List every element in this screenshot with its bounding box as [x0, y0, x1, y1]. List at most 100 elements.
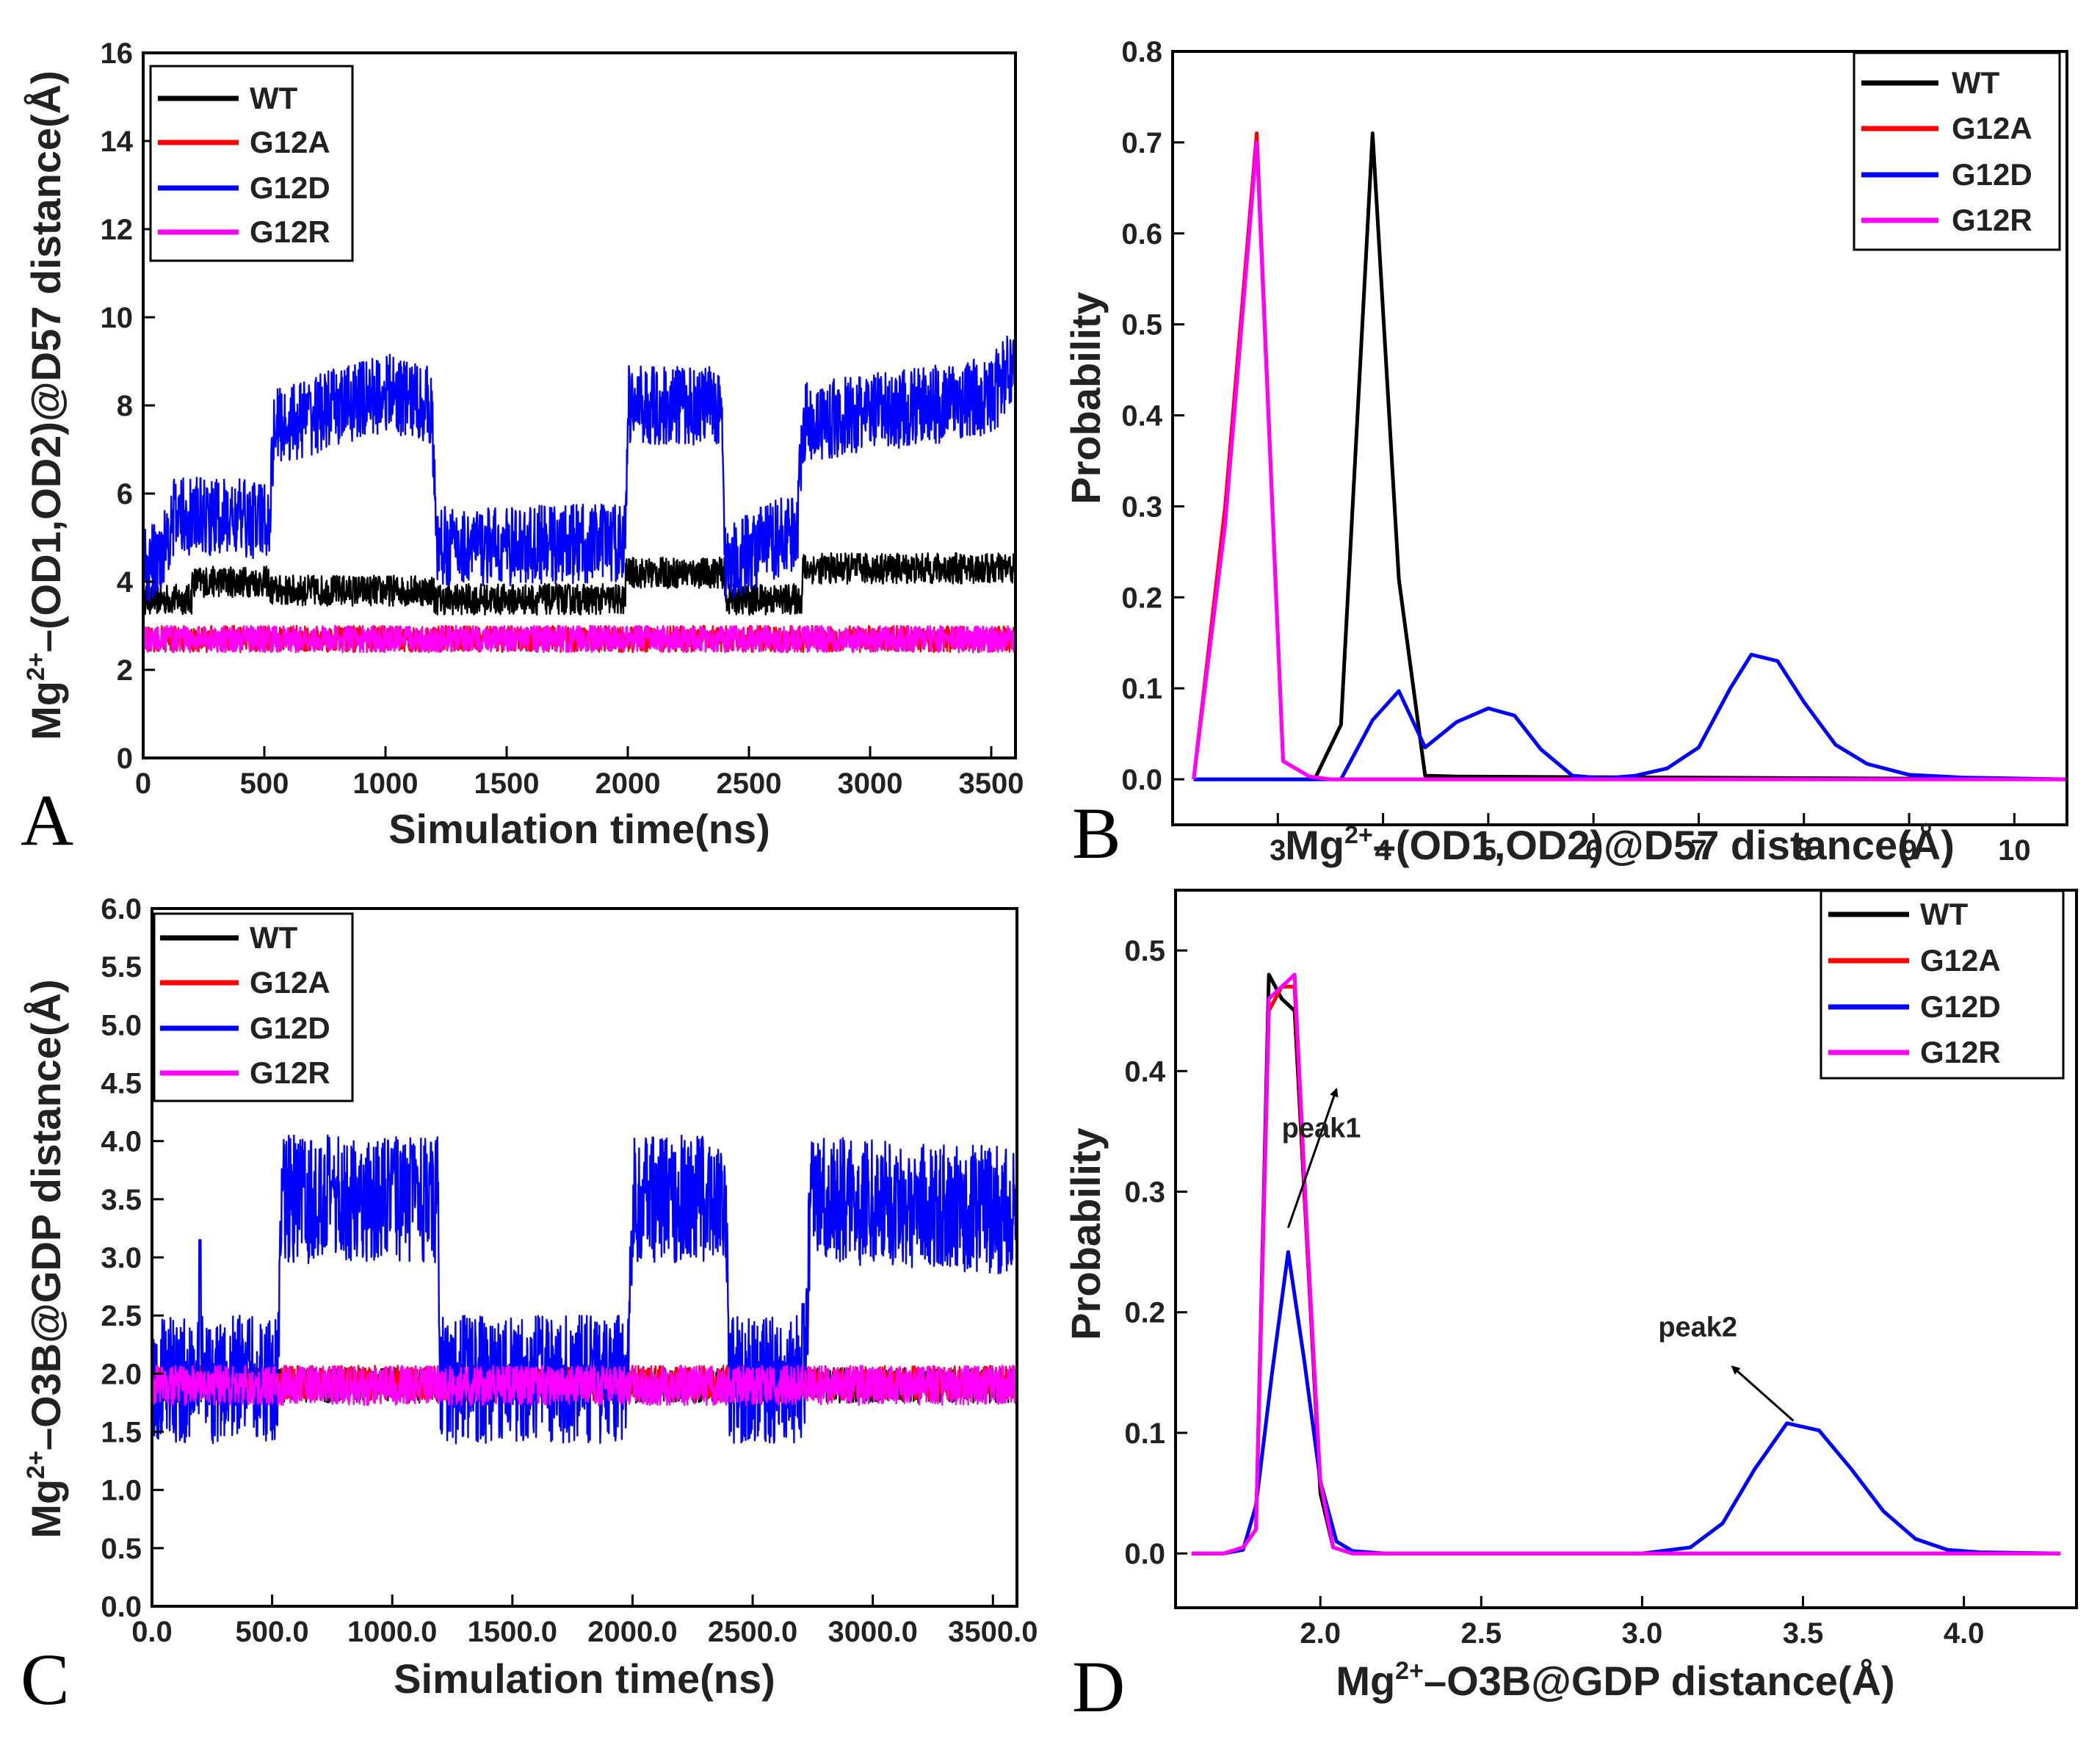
chart-c-ytick-label: 2.0 — [101, 1358, 142, 1390]
chart-c-xtick-label: 500.0 — [236, 1616, 309, 1648]
chart-b-legend: WT G12A G12D G12R — [1853, 51, 2061, 251]
chart-b: 3 4 5 6 7 8 9 10 0.0 0.1 0.2 0.3 0.4 0.5 0.6 0.7 0.8 WT … — [1062, 36, 2068, 874]
chart-d-xtick-label: 4.0 — [1944, 1617, 1985, 1650]
chart-c-ytick-label: 4.5 — [101, 1068, 142, 1100]
chart-d-ticks: 2.0 2.5 3.0 3.5 4.0 0.0 0.1 0.2 0.3 0.4 0.5 — [1124, 935, 1984, 1650]
chart-c-series — [152, 1134, 1017, 1445]
chart-b-xtick-label: 7 — [1690, 834, 1706, 867]
legend-d-g12r-label: G12R — [1920, 1035, 2001, 1069]
chart-a-series — [143, 335, 1015, 654]
annotation-arrow-1 — [1286, 1088, 1339, 1229]
chart-b-series-g12r — [1192, 140, 2067, 781]
chart-c-xlabel: Simulation time(ns) — [394, 1655, 775, 1702]
chart-d-ytick-label: 0.0 — [1124, 1538, 1165, 1570]
chart-d-ytick-label: 0.4 — [1124, 1055, 1165, 1088]
chart-b-xtick-label: 8 — [1796, 834, 1812, 867]
chart-c-ytick-label: 2.5 — [101, 1300, 142, 1332]
chart-b-xtick-label: 9 — [1901, 834, 1917, 867]
chart-d-series — [1191, 972, 2061, 1556]
chart-c-ylabel: Mg2+–O3B@GDP distance(Å) — [22, 979, 69, 1538]
chart-b-ytick-label: 0.5 — [1121, 309, 1162, 342]
legend-a-wt-label: WT — [250, 81, 298, 115]
chart-d-annotations: peak1 peak2 — [1282, 1088, 1795, 1422]
chart-a-xtick-label: 1000 — [353, 768, 419, 800]
chart-b-ytick-label: 0.8 — [1121, 36, 1162, 68]
chart-d-legend: WT G12A G12D G12R — [1820, 889, 2065, 1080]
legend-c-g12a-label: G12A — [250, 965, 330, 1000]
legend-c-g12d-label: G12D — [250, 1011, 330, 1045]
chart-a-xtick-label: 500 — [240, 768, 289, 800]
chart-a-xtick-label: 3500 — [959, 768, 1024, 800]
chart-c-xtick-label: 2500.0 — [708, 1616, 797, 1648]
chart-c-ytick-label: 0.0 — [101, 1591, 142, 1623]
chart-d-ytick-label: 0.5 — [1124, 935, 1165, 967]
legend-c-g12r-label: G12R — [250, 1055, 330, 1090]
chart-c-ytick-label: 3.0 — [101, 1242, 142, 1274]
chart-d-xtick-label: 3.0 — [1622, 1617, 1663, 1650]
legend-a-g12a-label: G12A — [250, 125, 330, 159]
legend-c-wt-label: WT — [250, 920, 298, 955]
chart-c-xtick-label: 0.0 — [131, 1616, 173, 1648]
chart-a-ytick-label: 12 — [101, 214, 134, 246]
chart-b-ytick-label: 0.1 — [1121, 673, 1162, 705]
chart-a-ytick-label: 16 — [101, 37, 134, 70]
chart-c-xtick-label: 3500.0 — [948, 1616, 1038, 1648]
chart-d-xtick-label: 3.5 — [1783, 1617, 1824, 1650]
chart-b-ytick-label: 0.7 — [1121, 127, 1162, 159]
chart-c-series-g12d — [152, 1134, 1017, 1445]
legend-d-g12d-label: G12D — [1920, 989, 2001, 1024]
chart-d-xlabel: Mg2+–O3B@GDP distance(Å) — [1336, 1657, 1894, 1704]
legend-d-g12a-label: G12A — [1920, 943, 2001, 978]
chart-a-xtick-label: 1500 — [474, 768, 540, 800]
chart-a-ytick-label: 14 — [101, 126, 134, 158]
chart-a-series-g12r — [143, 624, 1015, 654]
chart-a-ticks: 0 500 1000 1500 2000 2500 3000 3500 0 2 4 6 8 10 12 14 1… — [101, 37, 1024, 800]
chart-b-ytick-label: 0.4 — [1121, 400, 1162, 433]
chart-a: 0 500 1000 1500 2000 2500 3000 3500 0 2 4 6 8 10 12 14 1… — [21, 37, 1024, 861]
chart-b-ylabel: Probability — [1062, 292, 1109, 504]
chart-d-xtick-label: 2.0 — [1300, 1617, 1341, 1650]
legend-b-g12d-label: G12D — [1952, 157, 2032, 192]
chart-b-ytick-label: 0.6 — [1121, 218, 1162, 250]
chart-a-ytick-label: 0 — [117, 743, 133, 775]
chart-b-frame — [1171, 50, 2068, 826]
chart-a-ytick-label: 2 — [117, 654, 133, 687]
chart-c-panel-label: C — [21, 1639, 70, 1720]
chart-d: 2.0 2.5 3.0 3.5 4.0 0.0 0.1 0.2 0.3 0.4 0.5 WT G12… — [1062, 889, 2078, 1727]
chart-a-ytick-label: 4 — [117, 566, 134, 599]
chart-a-xtick-label: 2000 — [595, 768, 661, 800]
chart-a-legend: WT G12A G12D G12R — [149, 65, 354, 262]
chart-b-series-g12d — [1193, 652, 2067, 781]
legend-b-g12a-label: G12A — [1952, 111, 2032, 145]
chart-a-panel-label: A — [21, 779, 73, 861]
chart-c-ytick-label: 0.5 — [101, 1533, 142, 1565]
annotation-label-2: peak2 — [1658, 1312, 1737, 1343]
chart-b-xtick-label: 6 — [1585, 834, 1601, 867]
chart-b-panel-label: B — [1072, 792, 1121, 874]
chart-d-series-g12r — [1191, 972, 2061, 1556]
chart-d-xtick-label: 2.5 — [1460, 1617, 1502, 1650]
chart-b-xlabel: Mg2+–(OD1,OD2)@D57 distance(Å) — [1285, 821, 1955, 868]
chart-a-xtick-label: 2500 — [717, 768, 782, 800]
chart-a-xtick-label: 0 — [135, 768, 151, 800]
chart-d-ytick-label: 0.1 — [1124, 1418, 1165, 1450]
chart-a-ytick-label: 10 — [101, 302, 134, 334]
annotation-label-1: peak1 — [1282, 1113, 1361, 1144]
chart-c: 0.0 500.0 1000.0 1500.0 2000.0 2500.0 3000.0 35… — [21, 893, 1038, 1720]
chart-c-ytick-label: 1.5 — [101, 1417, 142, 1449]
chart-a-ytick-label: 8 — [117, 390, 133, 422]
legend-b-wt-label: WT — [1952, 65, 2000, 100]
chart-c-ytick-label: 4.0 — [101, 1126, 142, 1158]
annotation-arrow-2 — [1731, 1365, 1795, 1422]
chart-a-ytick-label: 6 — [117, 478, 133, 510]
chart-b-ytick-label: 0.3 — [1121, 491, 1162, 523]
legend-b-g12r-label: G12R — [1952, 203, 2032, 237]
chart-c-ytick-label: 1.0 — [101, 1475, 142, 1507]
chart-c-xtick-label: 2000.0 — [587, 1616, 677, 1648]
chart-b-series — [1192, 131, 2067, 781]
chart-b-xtick-label: 3 — [1270, 834, 1286, 867]
chart-b-xtick-label: 10 — [1998, 834, 2031, 867]
chart-c-xtick-label: 1500.0 — [468, 1616, 557, 1648]
chart-c-ytick-label: 3.5 — [101, 1184, 142, 1216]
